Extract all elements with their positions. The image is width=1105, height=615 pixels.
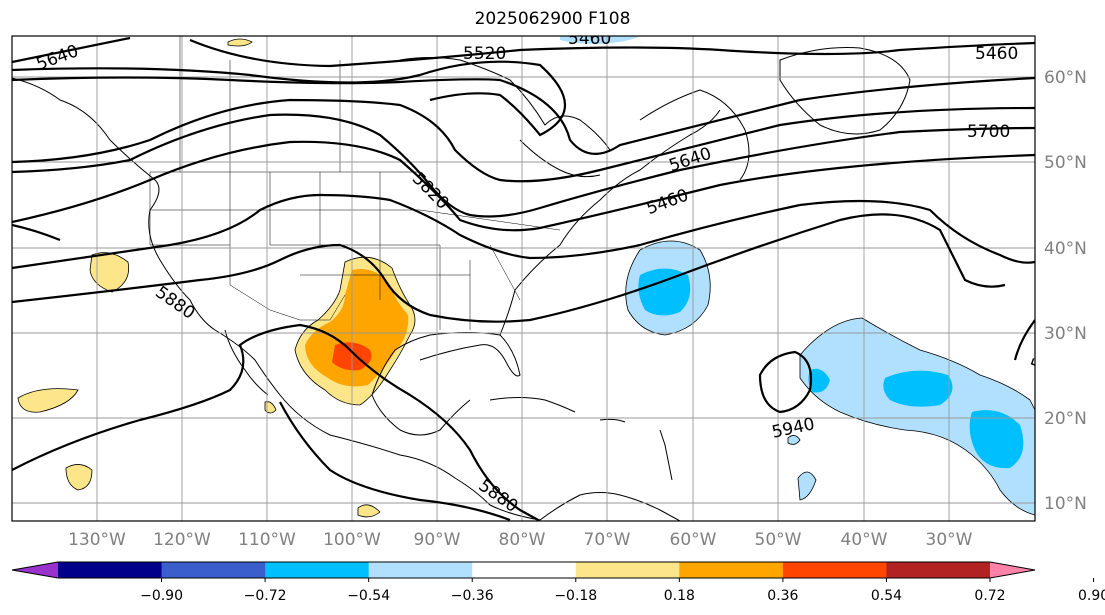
colorbar-tick-label: −0.72 xyxy=(244,588,287,604)
lon-label: 50°W xyxy=(755,530,802,550)
colorbar-extend-min xyxy=(12,562,58,578)
colorbar: −0.90 −0.72 −0.54 −0.36 −0.18 0.18 0.36 0.54 0.7… xyxy=(11,561,1105,604)
warm-spot-north xyxy=(227,38,253,47)
lat-label: 30°N xyxy=(1044,324,1087,344)
colorbar-swatch xyxy=(58,562,163,578)
colorbar-swatch xyxy=(782,562,887,578)
contour-label: 5700 xyxy=(967,122,1010,142)
map-area xyxy=(12,36,1035,521)
warm-spot-pacific xyxy=(17,388,79,413)
lat-label: 40°N xyxy=(1044,239,1087,259)
colorbar-swatch xyxy=(265,562,370,578)
cold-anomaly-atlantic-1-core xyxy=(638,268,691,316)
colorbar-tick-label: 0.72 xyxy=(974,588,1005,604)
lat-label: 20°N xyxy=(1044,409,1087,429)
colorbar-tick-label: −0.54 xyxy=(347,588,390,604)
colorbar-tick-label: −0.90 xyxy=(140,588,183,604)
colorbar-outline xyxy=(11,561,1036,579)
lon-label: 110°W xyxy=(238,530,296,550)
colorbar-tick-label: 0.90 xyxy=(1078,588,1105,604)
lon-label: 30°W xyxy=(926,530,973,550)
lon-label: 130°W xyxy=(68,530,126,550)
warm-anomaly-mid xyxy=(305,269,409,387)
anomaly-shading xyxy=(17,36,1035,518)
colorbar-swatch xyxy=(575,562,680,578)
warm-spot-pacific-2 xyxy=(65,464,93,491)
warm-spot-small xyxy=(357,504,381,518)
lon-label: 120°W xyxy=(153,530,211,550)
colorbar-tick-label: 0.18 xyxy=(664,588,695,604)
map-title: 2025062900 F108 xyxy=(474,9,631,29)
cold-anomaly-atlantic-2 xyxy=(799,317,1035,516)
colorbar-swatch xyxy=(472,562,577,578)
cold-anomaly-atlantic-2-core xyxy=(883,370,953,407)
lat-label: 10°N xyxy=(1044,494,1087,514)
gridlines xyxy=(12,36,1035,521)
colorbar-swatch xyxy=(368,562,473,578)
lon-label: 40°W xyxy=(841,530,888,550)
lat-label: 50°N xyxy=(1044,153,1087,173)
colorbar-tick-label: −0.36 xyxy=(451,588,494,604)
colorbar-tick-label: 0.36 xyxy=(767,588,798,604)
lon-label: 70°W xyxy=(584,530,631,550)
colorbar-swatch xyxy=(161,562,266,578)
contour-label: 5460 xyxy=(568,29,611,49)
lon-label: 90°W xyxy=(414,530,461,550)
lon-label: 80°W xyxy=(499,530,546,550)
lat-label: 60°N xyxy=(1044,68,1087,88)
lon-label: 100°W xyxy=(323,530,381,550)
contour-label: 5520 xyxy=(463,44,506,64)
colorbar-extend-max xyxy=(990,562,1035,578)
colorbar-tick-label: −0.18 xyxy=(554,588,597,604)
contour-label: 5460 xyxy=(975,44,1018,64)
lon-label: 60°W xyxy=(670,530,717,550)
longitude-labels: 130°W 120°W 110°W 100°W 90°W 80°W 70°W 6… xyxy=(68,530,973,550)
colorbar-swatch xyxy=(679,562,784,578)
cold-anomaly-north xyxy=(560,36,640,44)
map-frame xyxy=(11,35,1036,522)
latitude-labels: 60°N 50°N 40°N 30°N 20°N 10°N xyxy=(1044,68,1087,514)
colorbar-swatch xyxy=(886,562,991,578)
colorbar-tick-label: 0.54 xyxy=(871,588,902,604)
height-contours xyxy=(12,36,1035,521)
